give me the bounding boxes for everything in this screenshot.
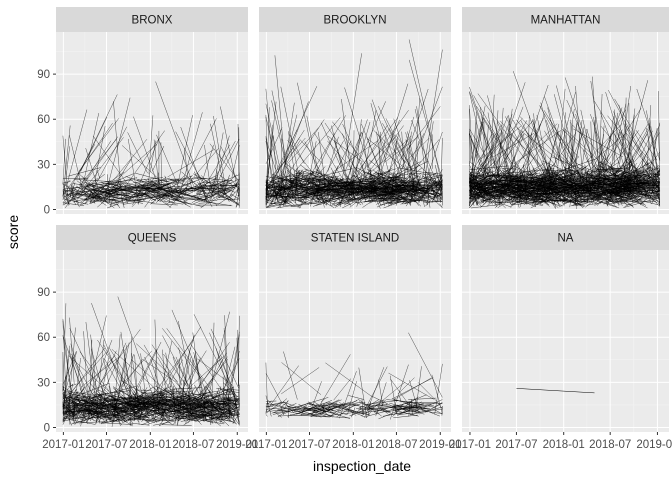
x-axis-title: inspection_date — [313, 458, 411, 474]
facet-strip — [56, 225, 248, 250]
data-lines — [516, 388, 595, 394]
series-line — [516, 388, 595, 394]
facet-panel-bronx: BRONX 0 30 60 90 — [37, 7, 248, 216]
x-tick-label: 2019-01 — [419, 439, 461, 451]
y-tick-label: 30 — [37, 377, 50, 389]
data-lines — [62, 81, 240, 209]
facet-strip — [462, 225, 669, 250]
x-tick-label: 2018-07 — [172, 439, 214, 451]
y-tick-label: 60 — [37, 114, 50, 126]
data-lines — [62, 296, 240, 427]
x-tick-label: 2017-07 — [288, 439, 330, 451]
data-lines — [265, 332, 443, 420]
y-tick-label: 0 — [44, 422, 50, 434]
x-tick-label: 2017-07 — [495, 439, 537, 451]
facet-strip-label: STATEN ISLAND — [311, 233, 399, 245]
data-lines — [469, 71, 661, 210]
facet-strip — [259, 225, 451, 250]
x-tick-label: 2019-01 — [216, 439, 258, 451]
x-tick-label: 2017-07 — [85, 439, 127, 451]
series-line — [62, 81, 240, 208]
x-tick-label: 2018-01 — [129, 439, 171, 451]
y-tick-label: 0 — [44, 204, 50, 216]
x-tick-label: 2019-01 — [636, 439, 672, 451]
data-lines — [265, 39, 443, 209]
x-tick-label: 2018-07 — [589, 439, 631, 451]
panel-background — [259, 250, 451, 432]
facet-strip-label: NA — [558, 233, 574, 245]
x-tick-label: 2017-01 — [449, 439, 491, 451]
series-line — [62, 296, 240, 427]
facet-strip — [462, 7, 669, 32]
facet-panel-manhattan: MANHATTAN — [462, 7, 669, 214]
facet-panel-queens: QUEENS 0 30 60 90 2017-01 2017-07 2018-01 2018-0… — [37, 225, 258, 451]
y-tick-label: 60 — [37, 332, 50, 344]
y-axis-title: score — [5, 215, 21, 249]
series-line — [265, 39, 443, 209]
x-tick-label: 2018-01 — [332, 439, 374, 451]
facet-strip — [56, 7, 248, 32]
x-tick-label: 2017-01 — [245, 439, 287, 451]
facet-panel-staten-island: STATEN ISLAND 2017-01 2017-07 2018-01 2018-0… — [245, 225, 461, 451]
facet-strip-label: QUEENS — [128, 233, 177, 245]
facet-panel-na: NA 2017-01 2017-07 2018-01 2018-07 2019-01 — [449, 225, 672, 451]
series-line — [265, 332, 443, 420]
y-tick-label: 90 — [37, 287, 50, 299]
series-line — [265, 394, 443, 420]
y-tick-label: 90 — [37, 69, 50, 81]
series-line — [469, 71, 661, 210]
x-tick-label: 2018-01 — [543, 439, 585, 451]
facet-strip-label: MANHATTAN — [531, 15, 601, 27]
y-tick-label: 30 — [37, 159, 50, 171]
facet-strip-label: BRONX — [132, 15, 173, 27]
panel-background — [462, 250, 669, 432]
facet-panel-brooklyn: BROOKLYN — [259, 7, 451, 214]
x-tick-label: 2018-07 — [375, 439, 417, 451]
x-tick-label: 2017-01 — [42, 439, 84, 451]
facet-strip — [259, 7, 451, 32]
facet-strip-label: BROOKLYN — [323, 15, 386, 27]
